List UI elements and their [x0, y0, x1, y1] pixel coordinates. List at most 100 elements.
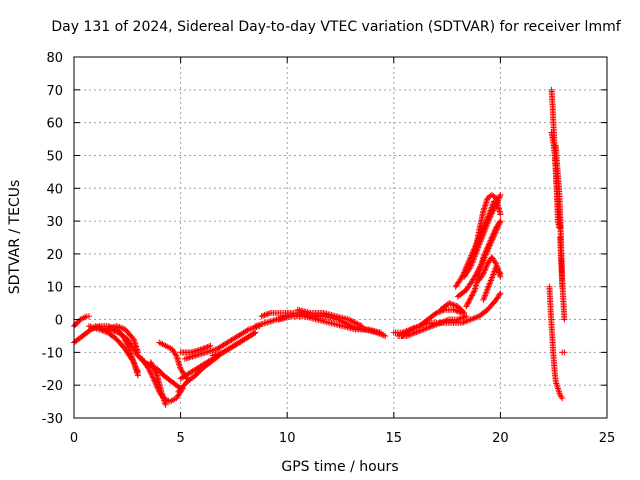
axis-ticks: 0 5 10 15 20 25 -30 -20 -10 0 10 20 30 40 50 60 70 80: [42, 51, 616, 446]
data-point: [153, 370, 160, 377]
data-point: [463, 303, 470, 310]
data-point: [150, 365, 157, 372]
data-point: [480, 252, 487, 259]
data-point: [131, 360, 138, 367]
data-point: [485, 217, 492, 224]
data-point: [429, 323, 436, 330]
data-point: [172, 351, 179, 358]
data-point: [490, 230, 497, 237]
y-tick-label: 0: [55, 314, 63, 329]
data-point: [481, 228, 488, 235]
data-point: [413, 324, 420, 331]
data-point: [353, 320, 360, 327]
data-point: [483, 245, 490, 252]
data-point: [112, 328, 119, 335]
data-point: [482, 292, 489, 299]
data-point: [198, 346, 205, 353]
data-point: [489, 272, 496, 279]
data-point: [496, 193, 503, 200]
data-point: [483, 247, 490, 254]
series-arc-27: [471, 191, 504, 257]
data-point: [376, 330, 383, 337]
data-point: [206, 343, 213, 350]
data-point: [467, 295, 474, 302]
data-point: [488, 211, 495, 218]
data-point: [162, 401, 169, 408]
data-point: [479, 271, 486, 278]
data-point: [147, 359, 154, 366]
series-arc-25: [461, 191, 504, 280]
data-point: [354, 320, 361, 327]
data-point: [459, 319, 466, 326]
data-point: [200, 345, 207, 352]
data-point: [489, 233, 496, 240]
data-point: [357, 322, 364, 329]
series-arc-04: [92, 323, 141, 356]
data-marks: [71, 86, 568, 408]
y-tick-label: 40: [46, 182, 63, 197]
y-tick-label: 30: [46, 215, 63, 230]
data-point: [132, 363, 139, 370]
data-point: [470, 256, 477, 263]
data-point: [496, 291, 503, 298]
data-point: [427, 323, 434, 330]
y-tick-label: 80: [46, 51, 63, 66]
series-arc-17: [284, 309, 389, 339]
y-tick-label: 70: [46, 84, 63, 99]
data-point: [449, 301, 456, 308]
x-tick-label: 20: [492, 431, 509, 446]
data-point: [204, 343, 211, 350]
data-point: [487, 237, 494, 244]
data-point: [486, 280, 493, 287]
data-point: [483, 289, 490, 296]
data-point: [113, 323, 120, 330]
data-point: [454, 316, 461, 323]
data-point: [152, 380, 159, 387]
data-point: [480, 269, 487, 276]
data-point: [464, 317, 471, 324]
data-point: [488, 234, 495, 241]
data-point: [488, 275, 495, 282]
data-point: [261, 312, 268, 319]
data-point: [447, 300, 454, 307]
data-point: [465, 299, 472, 306]
data-point: [487, 238, 494, 245]
data-point: [265, 310, 272, 317]
data-point: [378, 331, 385, 338]
data-point: [483, 263, 490, 270]
y-axis-label: SDTVAR / TECUs: [7, 180, 23, 295]
data-point: [474, 313, 481, 320]
data-point: [481, 251, 488, 258]
data-point: [252, 329, 259, 336]
data-point: [497, 270, 504, 277]
data-point: [149, 373, 156, 380]
data-point: [450, 301, 457, 308]
x-axis-label: GPS time / hours: [281, 459, 398, 475]
data-point: [461, 318, 468, 325]
data-point: [432, 310, 439, 317]
data-point: [133, 364, 140, 371]
y-tick-label: -30: [42, 412, 63, 427]
data-point: [482, 226, 489, 233]
data-point: [151, 366, 158, 373]
data-point: [482, 266, 489, 273]
data-point: [152, 367, 159, 374]
data-point: [470, 289, 477, 296]
data-point: [492, 259, 499, 266]
data-point: [469, 258, 476, 265]
data-point: [488, 210, 495, 217]
data-point: [485, 242, 492, 249]
data-point: [469, 259, 476, 266]
data-point: [345, 321, 352, 328]
data-point: [489, 208, 496, 215]
series-arc-07: [147, 359, 169, 408]
data-point: [471, 288, 478, 295]
data-point: [484, 244, 491, 251]
data-point: [487, 213, 494, 220]
data-point: [467, 264, 474, 271]
data-point: [482, 290, 489, 297]
data-point: [483, 287, 490, 294]
data-point: [484, 286, 491, 293]
data-point: [348, 318, 355, 325]
